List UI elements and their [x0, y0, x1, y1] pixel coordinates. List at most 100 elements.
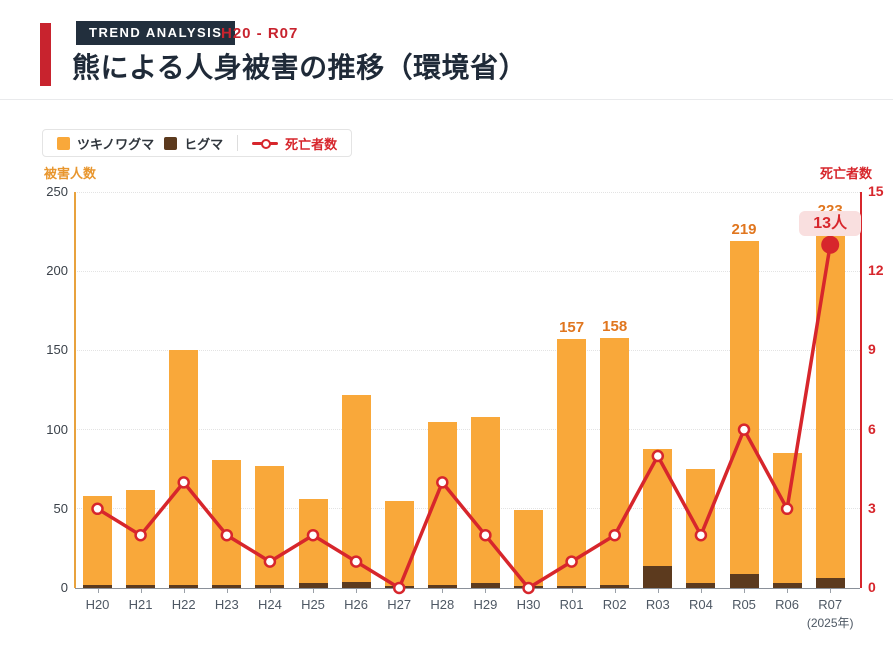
x-axis-label: H25 — [301, 597, 325, 612]
x-axis-tick — [744, 589, 745, 593]
bar-value-label: 219 — [731, 221, 757, 239]
bar-segment-tsukinowa — [255, 466, 285, 585]
left-axis-tick-label: 200 — [46, 263, 68, 279]
page-title: 熊による人身被害の推移（環境省） — [72, 52, 528, 83]
x-axis-tick — [399, 589, 401, 593]
x-axis-label: R03 — [645, 597, 670, 612]
x-axis-label: R04 — [688, 597, 713, 612]
x-axis-tick — [183, 589, 185, 593]
right-axis-tick-label: 15 — [868, 183, 884, 199]
x-axis-tick — [226, 589, 228, 593]
legend-item-higuma: ヒグマ — [164, 134, 223, 153]
x-axis-tick — [313, 589, 314, 593]
legend-divider — [237, 135, 239, 151]
legend-label-tsukinowa: ツキノワグマ — [77, 136, 155, 152]
x-axis-label: R06 — [775, 597, 800, 612]
header-divider — [0, 99, 893, 100]
bar-segment-tsukinowa — [212, 459, 242, 585]
chart-legend: ツキノワグマ ヒグマ 死亡者数 — [42, 129, 353, 157]
x-axis-line — [75, 588, 860, 589]
bar-segment-tsukinowa — [427, 421, 457, 585]
bar-segment-higuma — [557, 586, 587, 588]
bar-value-label: 158 — [602, 317, 628, 335]
year-range-label: H20 - R07 — [221, 25, 299, 42]
x-axis-label: H24 — [257, 597, 282, 612]
deaths-line-marker-icon — [252, 138, 279, 149]
x-axis-label: R05 — [732, 597, 756, 612]
bar-segment-higuma — [643, 565, 673, 588]
bar-segment-tsukinowa — [298, 499, 328, 584]
right-axis-tick-label: 0 — [868, 579, 876, 595]
bar-segment-higuma — [298, 583, 328, 588]
left-axis-tick-label: 50 — [53, 500, 68, 516]
right-axis-tick-label: 3 — [868, 499, 876, 516]
x-axis-label: H30 — [516, 597, 541, 612]
bar-segment-tsukinowa — [772, 453, 802, 584]
x-axis-label: R01 — [559, 597, 584, 612]
bar-segment-tsukinowa — [600, 337, 630, 585]
x-axis-tick — [571, 589, 573, 593]
x-axis-tick — [787, 589, 789, 593]
bar-segment-higuma — [341, 581, 371, 588]
legend-item-tsukinowa: ツキノワグマ — [57, 134, 154, 153]
left-axis-line — [74, 192, 76, 588]
right-axis-title: 死亡者数 — [819, 166, 872, 181]
bar-segment-tsukinowa — [643, 448, 673, 566]
left-axis-tick-label: 150 — [46, 342, 68, 358]
x-axis-tick — [485, 589, 487, 593]
x-axis-label: H23 — [214, 597, 239, 612]
x-axis-label: H29 — [473, 597, 498, 612]
bar-segment-tsukinowa — [384, 500, 414, 587]
bar-segment-higuma — [384, 586, 414, 588]
x-axis-label: R07 — [818, 597, 843, 612]
bar-segment-tsukinowa — [126, 489, 156, 585]
x-axis-label: H20 — [85, 597, 110, 612]
legend-item-deaths: 死亡者数 — [252, 134, 337, 153]
bar-segment-higuma — [255, 584, 285, 588]
bar-segment-higuma — [815, 578, 845, 588]
x-axis-label: H27 — [387, 597, 412, 612]
x-axis-tick — [356, 589, 358, 593]
deaths-line — [96, 244, 832, 590]
deaths-count-badge: 13人 — [799, 211, 862, 236]
x-axis-label: H26 — [344, 597, 369, 612]
bar-segment-tsukinowa — [83, 496, 112, 585]
bar-segment-tsukinowa — [470, 416, 500, 584]
x-axis-label: H22 — [171, 597, 196, 612]
legend-label-higuma: ヒグマ — [184, 136, 224, 152]
x-axis-label: H21 — [128, 597, 153, 612]
x-axis-tick — [97, 589, 99, 593]
x-axis-sublabel: (2025年) — [806, 616, 854, 630]
bar-segment-higuma — [470, 583, 500, 588]
left-axis-tick-label: 100 — [46, 421, 68, 437]
x-axis-label: H28 — [430, 597, 455, 612]
bar-segment-tsukinowa — [686, 469, 716, 584]
bar-segment-higuma — [686, 583, 716, 588]
right-axis-line — [860, 192, 862, 588]
bar-segment-tsukinowa — [514, 510, 543, 587]
x-axis-tick — [657, 589, 659, 593]
bar-segment-tsukinowa — [341, 394, 371, 582]
bar-segment-higuma — [772, 583, 802, 588]
bar-segment-tsukinowa — [729, 241, 759, 574]
legend-label-deaths: 死亡者数 — [285, 136, 338, 152]
bar-segment-tsukinowa — [169, 350, 199, 585]
bar-segment-tsukinowa — [815, 234, 845, 579]
bar-segment-higuma — [514, 586, 543, 588]
right-axis-tick-label: 12 — [868, 262, 884, 279]
x-axis-tick — [140, 589, 142, 593]
x-axis-tick — [830, 589, 832, 593]
tsukinowa-swatch-icon — [57, 136, 70, 150]
x-axis-tick — [269, 589, 271, 593]
bar-segment-higuma — [212, 584, 242, 588]
bar-segment-higuma — [427, 584, 457, 588]
left-axis-tick-label: 250 — [46, 184, 68, 199]
trend-analysis-badge: TREND ANALYSIS — [76, 21, 236, 45]
higuma-swatch-icon — [164, 136, 178, 150]
left-axis-tick-label: 0 — [60, 580, 68, 595]
right-axis-tick-label: 6 — [868, 420, 876, 437]
gridline — [75, 191, 860, 193]
x-axis-tick — [700, 589, 702, 593]
bar-segment-higuma — [729, 573, 759, 588]
